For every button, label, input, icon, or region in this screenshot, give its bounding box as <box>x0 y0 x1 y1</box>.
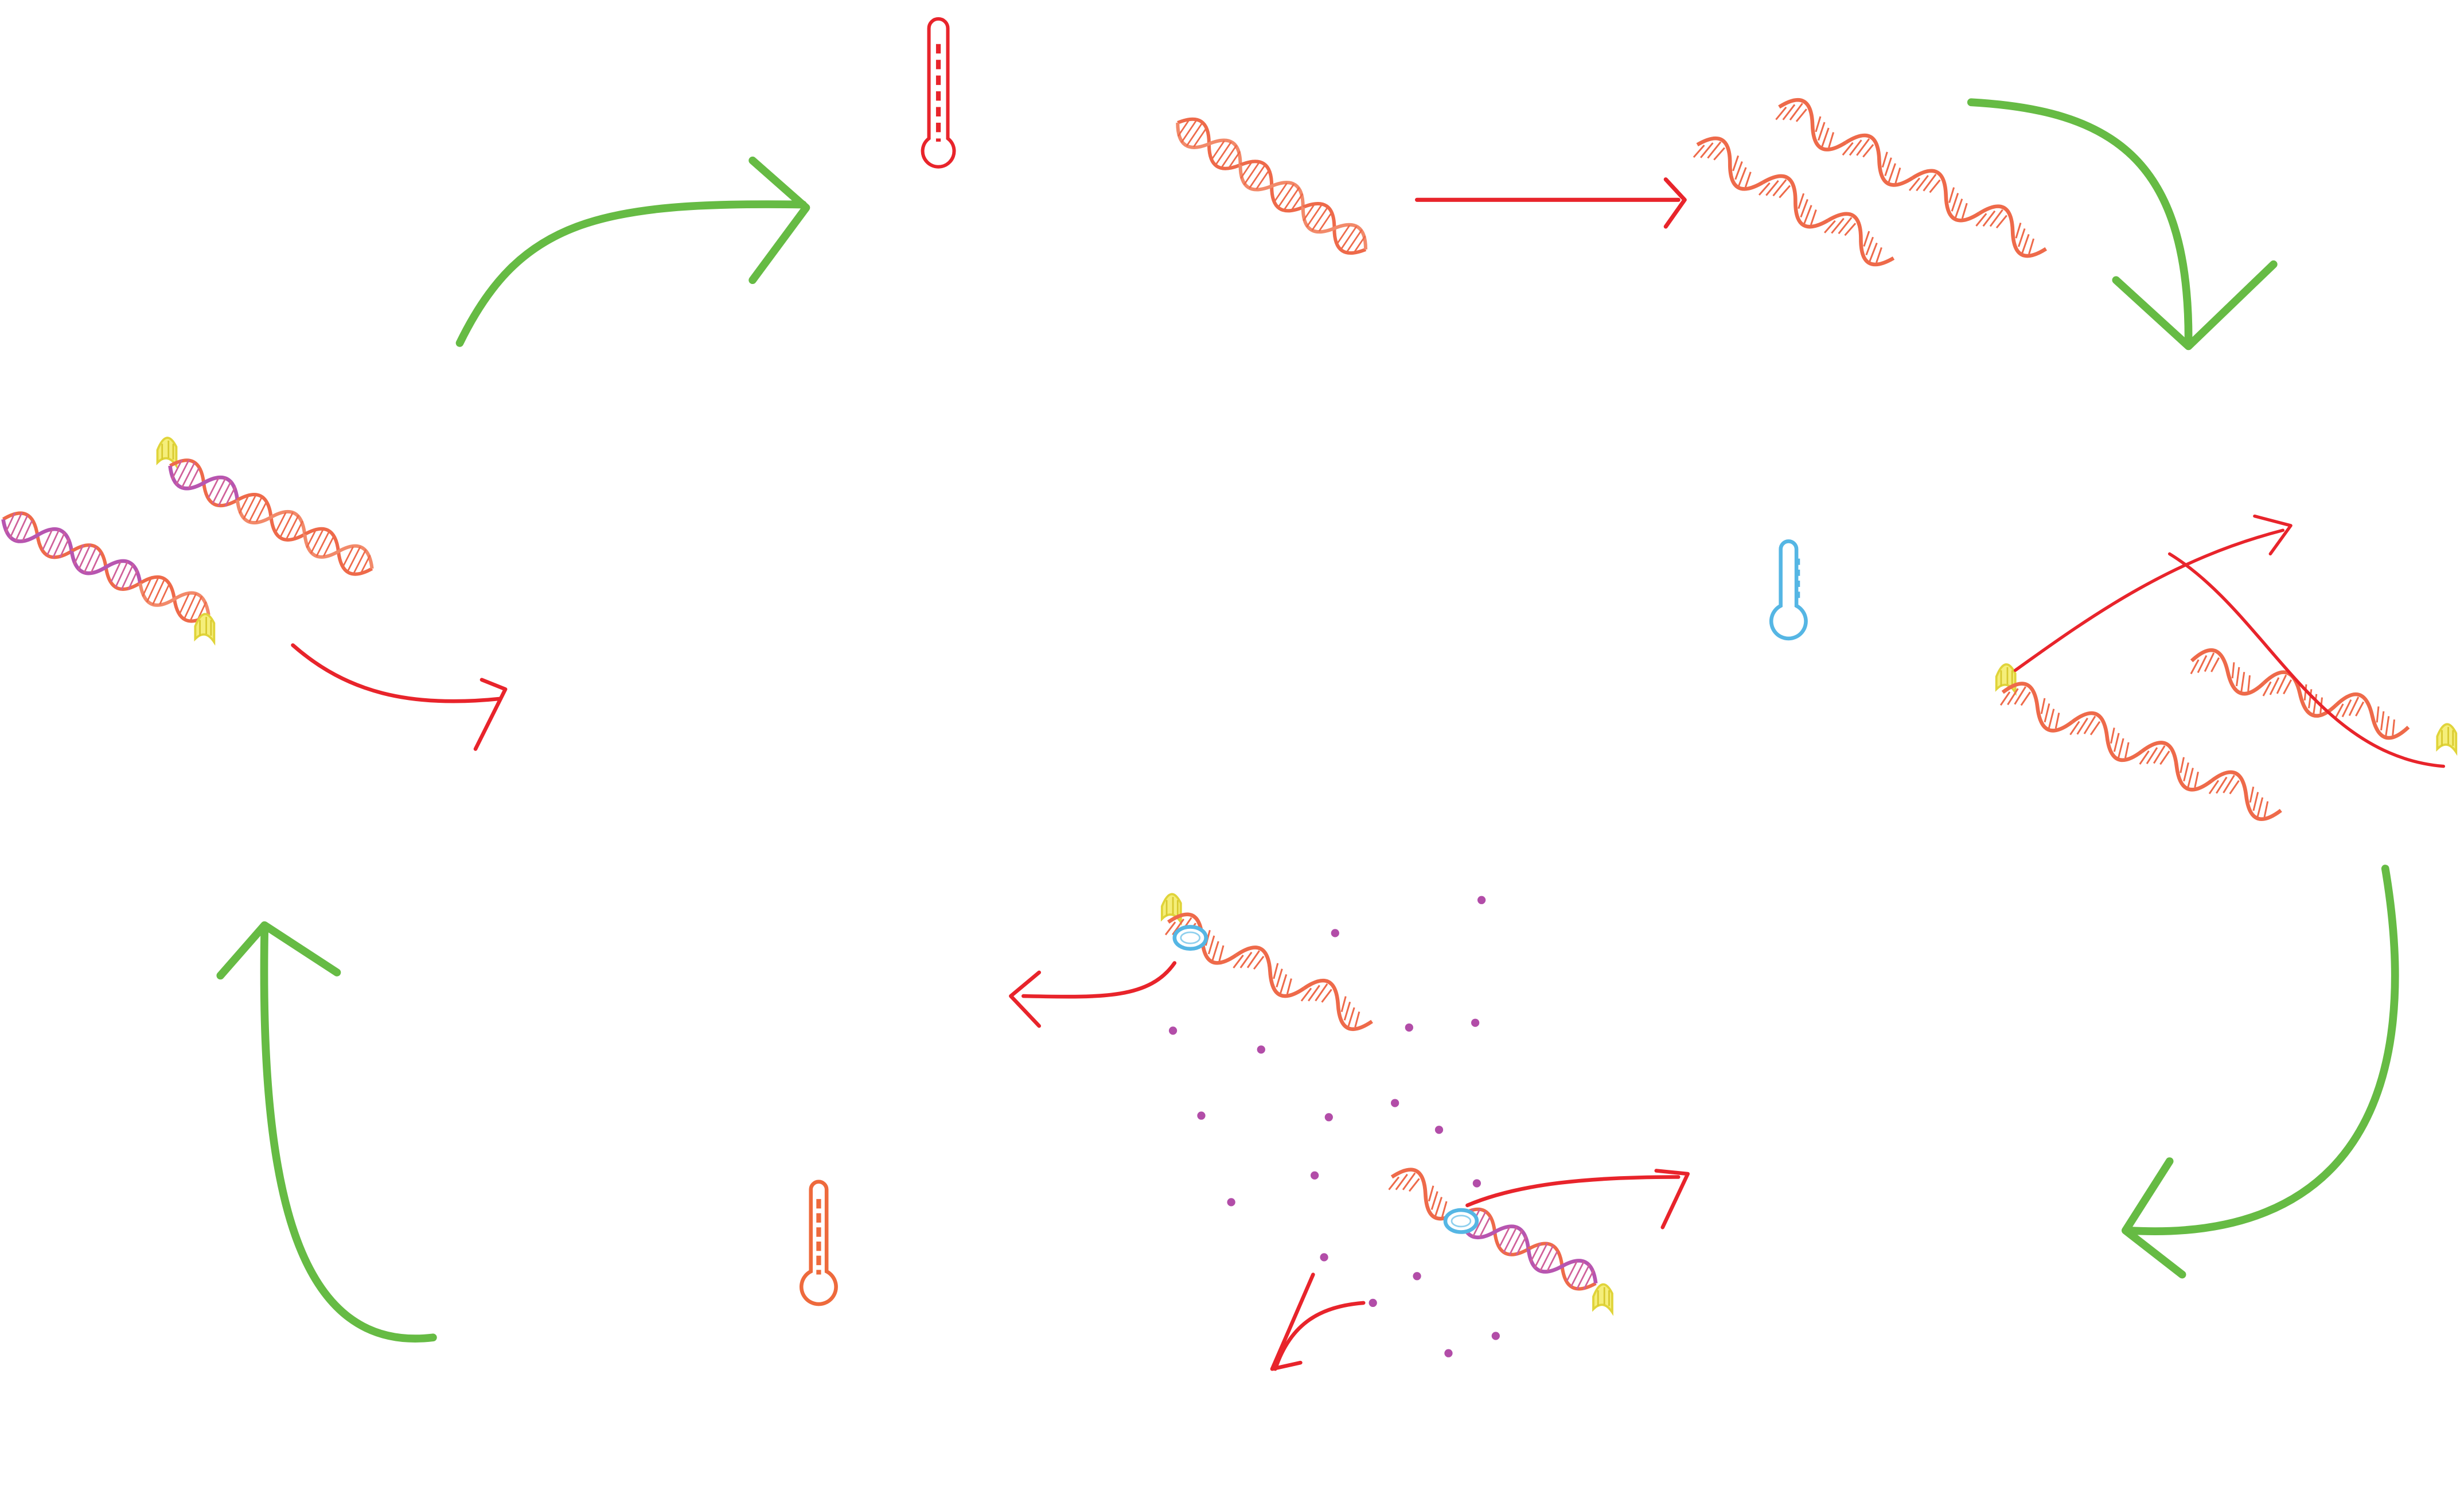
primer <box>156 437 178 467</box>
thermometer-hot-icon <box>921 17 956 169</box>
dna-single-strand <box>2187 645 2414 743</box>
dna-double-helix <box>0 507 215 628</box>
extension-arrow <box>1009 961 1177 1028</box>
product-arrow <box>291 643 508 751</box>
nucleotides <box>1168 896 1500 1357</box>
denaturation-arrow <box>1414 177 1687 229</box>
extension-arrow <box>1465 1169 1690 1229</box>
thermometer-warm-icon <box>799 1180 838 1306</box>
dna-single-strand <box>1996 677 2287 826</box>
cycle-arrow-top <box>455 156 810 347</box>
cycle-arrow-top-right <box>1967 98 2278 351</box>
annealing-arrow <box>2013 514 2446 768</box>
polymerase <box>1445 1210 1477 1232</box>
cycle-arrow-bottom-right <box>2121 865 2399 1279</box>
cycle-arrow-left <box>216 921 437 1343</box>
thermometer-cold-icon <box>1769 539 1808 641</box>
primer <box>194 613 216 643</box>
dna-single-strand <box>1771 92 2053 263</box>
extension-arrow <box>1270 1273 1366 1371</box>
primer <box>2436 723 2458 753</box>
dna-double-helix <box>163 453 379 581</box>
dna-single-strand <box>1689 130 1902 272</box>
primer <box>1592 1283 1613 1314</box>
polymerase <box>1175 927 1206 948</box>
dna-double-helix <box>1169 111 1373 261</box>
